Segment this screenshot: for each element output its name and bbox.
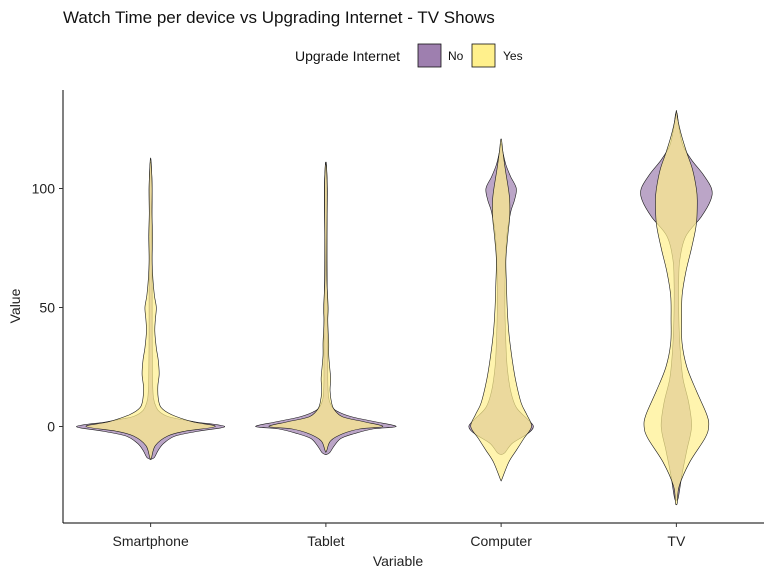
y-tick-label: 100: [32, 181, 56, 197]
x-axis-title: Variable: [373, 553, 424, 569]
x-tick-label: TV: [667, 533, 686, 549]
legend-swatch-yes: [471, 43, 496, 68]
y-tick-label: 50: [39, 300, 55, 316]
violin-yes-computer: [470, 138, 532, 482]
y-axis-ticks: 0 50 100: [32, 181, 63, 435]
x-tick-label: Smartphone: [112, 533, 188, 549]
legend-swatch-no: [417, 43, 442, 68]
legend: Upgrade Internet No Yes: [295, 43, 523, 68]
legend-label-no: No: [448, 49, 464, 63]
chart-title: Watch Time per device vs Upgrading Inter…: [63, 8, 495, 27]
x-tick-label: Computer: [470, 533, 532, 549]
violin-yes-tablet: [268, 162, 384, 454]
x-axis-ticks: Smartphone Tablet Computer TV: [112, 523, 686, 549]
legend-label-yes: Yes: [503, 49, 523, 63]
legend-title: Upgrade Internet: [295, 48, 400, 64]
violin-layer: [76, 110, 713, 506]
violin-yes-tv: [643, 110, 710, 506]
violin-yes-smartphone: [85, 157, 216, 461]
y-axis-title: Value: [7, 288, 23, 323]
x-tick-label: Tablet: [307, 533, 344, 549]
y-tick-label: 0: [47, 419, 55, 435]
